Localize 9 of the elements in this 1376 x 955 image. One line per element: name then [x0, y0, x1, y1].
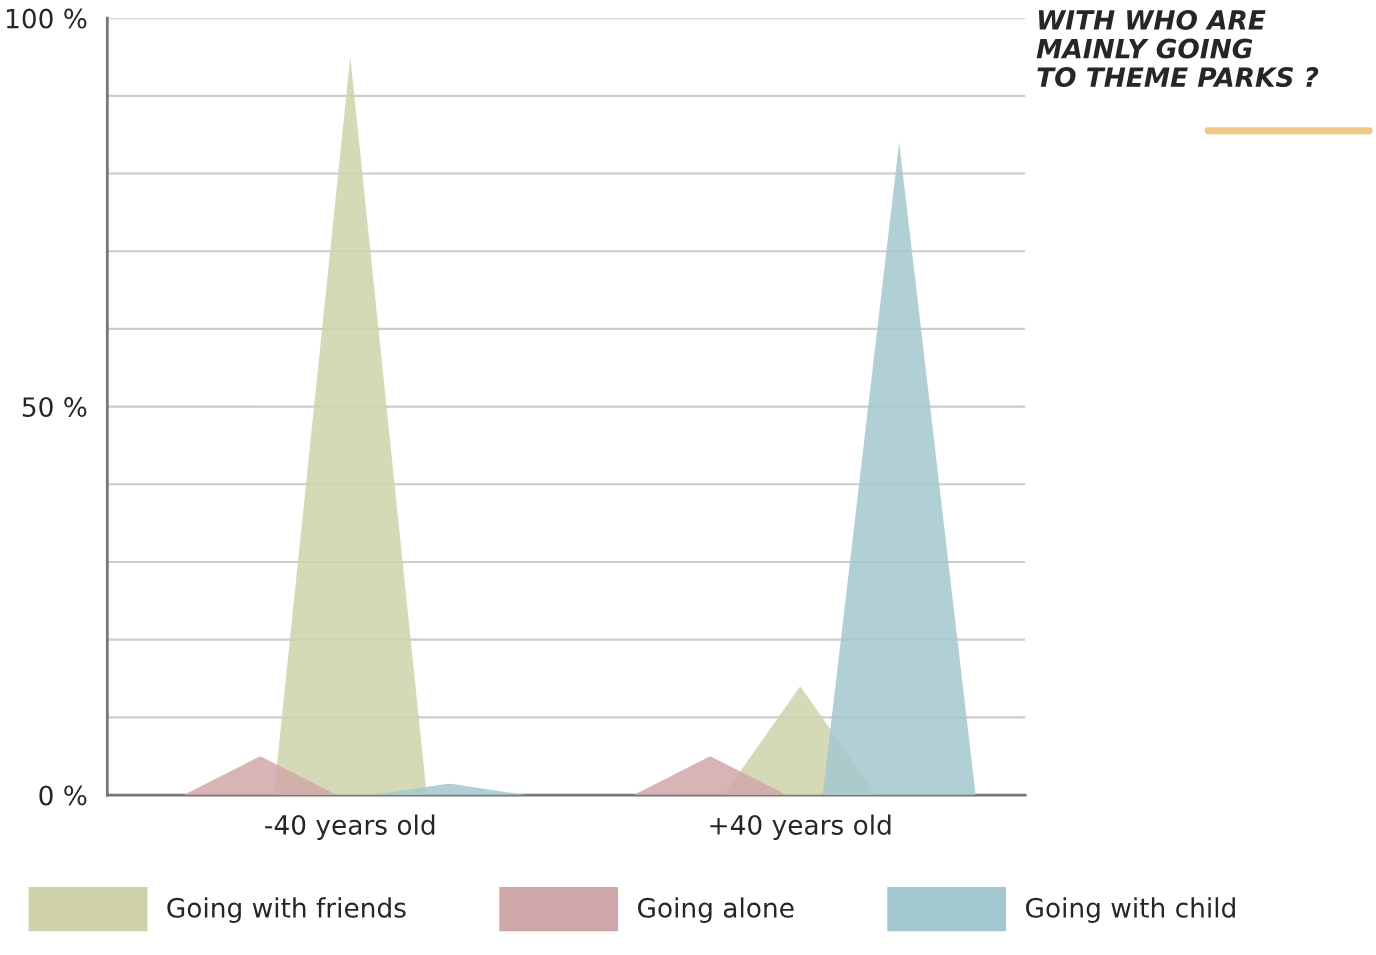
x-tick-label: +40 years old	[710, 814, 891, 841]
text: WITH WHO ARE MAINLY GOING TO THEME PARKS ?	[1036, 10, 1319, 88]
x-tick-label: -40 years old	[265, 814, 435, 841]
y-tick-label: 50 %	[22, 397, 87, 417]
legend-label: Going with child	[1025, 897, 1235, 923]
legend-label: Going with friends	[167, 897, 406, 923]
y-tick-label: 0 %	[39, 785, 87, 806]
legend-label: Going alone	[637, 897, 794, 923]
y-tick-label: 100 %	[6, 8, 87, 29]
